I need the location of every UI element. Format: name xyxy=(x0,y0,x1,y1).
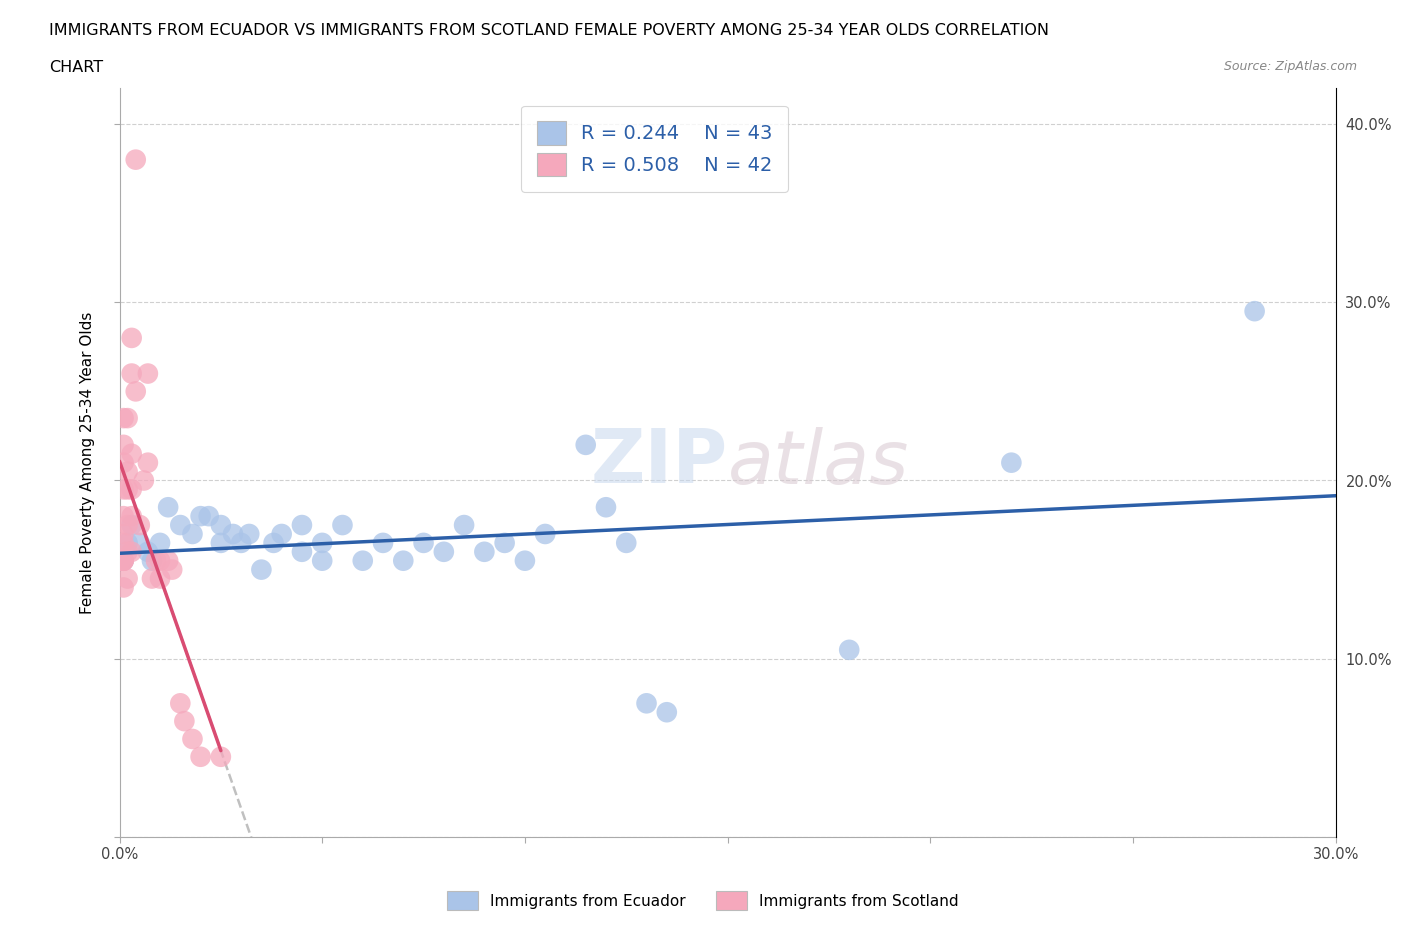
Point xyxy=(371,536,394,551)
Point xyxy=(636,696,658,711)
Point xyxy=(125,153,148,167)
Point xyxy=(209,750,232,764)
Point xyxy=(112,553,135,568)
Point xyxy=(291,518,314,533)
Point xyxy=(149,571,172,586)
Point xyxy=(112,553,135,568)
Point xyxy=(513,553,536,568)
Point xyxy=(655,705,678,720)
Point xyxy=(117,411,139,426)
Point xyxy=(209,518,232,533)
Point xyxy=(112,580,135,595)
Point xyxy=(1000,456,1022,471)
Point xyxy=(157,553,180,568)
Point xyxy=(121,544,143,559)
Point xyxy=(169,696,191,711)
Legend: Immigrants from Ecuador, Immigrants from Scotland: Immigrants from Ecuador, Immigrants from… xyxy=(440,884,966,918)
Point xyxy=(121,366,143,381)
Point xyxy=(595,499,617,514)
Point xyxy=(453,518,475,533)
Point xyxy=(311,553,333,568)
Point xyxy=(117,571,139,586)
Point xyxy=(332,518,354,533)
Point xyxy=(121,509,143,524)
Point xyxy=(575,437,598,452)
Point xyxy=(112,553,135,568)
Point xyxy=(121,330,143,345)
Point xyxy=(433,544,456,559)
Point xyxy=(157,499,180,514)
Point xyxy=(141,553,163,568)
Point xyxy=(197,509,219,524)
Text: atlas: atlas xyxy=(728,427,910,498)
Point xyxy=(121,518,143,533)
Point xyxy=(160,562,183,577)
Point xyxy=(149,553,172,568)
Point xyxy=(112,411,135,426)
Point xyxy=(136,544,159,559)
Point xyxy=(112,509,135,524)
Point xyxy=(291,544,314,559)
Point xyxy=(117,536,139,551)
Point xyxy=(145,553,167,568)
Point xyxy=(169,518,191,533)
Point xyxy=(112,536,135,551)
Point xyxy=(181,732,204,747)
Point xyxy=(141,571,163,586)
Point xyxy=(121,482,143,497)
Point xyxy=(121,446,143,461)
Point xyxy=(494,536,516,551)
Point xyxy=(614,536,637,551)
Text: Source: ZipAtlas.com: Source: ZipAtlas.com xyxy=(1223,60,1357,73)
Point xyxy=(838,643,860,658)
Point xyxy=(1243,304,1265,319)
Point xyxy=(534,526,557,541)
Point xyxy=(238,526,260,541)
Point xyxy=(392,553,415,568)
Point xyxy=(173,713,195,728)
Point xyxy=(117,464,139,479)
Point xyxy=(263,536,285,551)
Point xyxy=(108,553,131,568)
Point xyxy=(128,518,150,533)
Point xyxy=(112,437,135,452)
Point xyxy=(125,384,148,399)
Point xyxy=(270,526,292,541)
Point xyxy=(117,518,139,533)
Point xyxy=(112,456,135,471)
Text: CHART: CHART xyxy=(49,60,103,75)
Point xyxy=(117,544,139,559)
Point xyxy=(222,526,245,541)
Point xyxy=(112,526,135,541)
Point xyxy=(190,509,212,524)
Point xyxy=(250,562,273,577)
Point xyxy=(412,536,434,551)
Point xyxy=(209,536,232,551)
Point xyxy=(112,482,135,497)
Text: ZIP: ZIP xyxy=(591,426,728,499)
Point xyxy=(108,553,131,568)
Point xyxy=(136,456,159,471)
Point xyxy=(311,536,333,551)
Legend: R = 0.244    N = 43, R = 0.508    N = 42: R = 0.244 N = 43, R = 0.508 N = 42 xyxy=(522,106,789,192)
Point xyxy=(128,536,150,551)
Point xyxy=(472,544,496,559)
Point xyxy=(132,473,155,488)
Point xyxy=(149,536,172,551)
Point xyxy=(181,526,204,541)
Point xyxy=(231,536,253,551)
Point xyxy=(352,553,374,568)
Text: IMMIGRANTS FROM ECUADOR VS IMMIGRANTS FROM SCOTLAND FEMALE POVERTY AMONG 25-34 Y: IMMIGRANTS FROM ECUADOR VS IMMIGRANTS FR… xyxy=(49,23,1049,38)
Y-axis label: Female Poverty Among 25-34 Year Olds: Female Poverty Among 25-34 Year Olds xyxy=(80,312,96,614)
Point xyxy=(136,366,159,381)
Point xyxy=(112,553,135,568)
Point xyxy=(190,750,212,764)
Point xyxy=(117,482,139,497)
